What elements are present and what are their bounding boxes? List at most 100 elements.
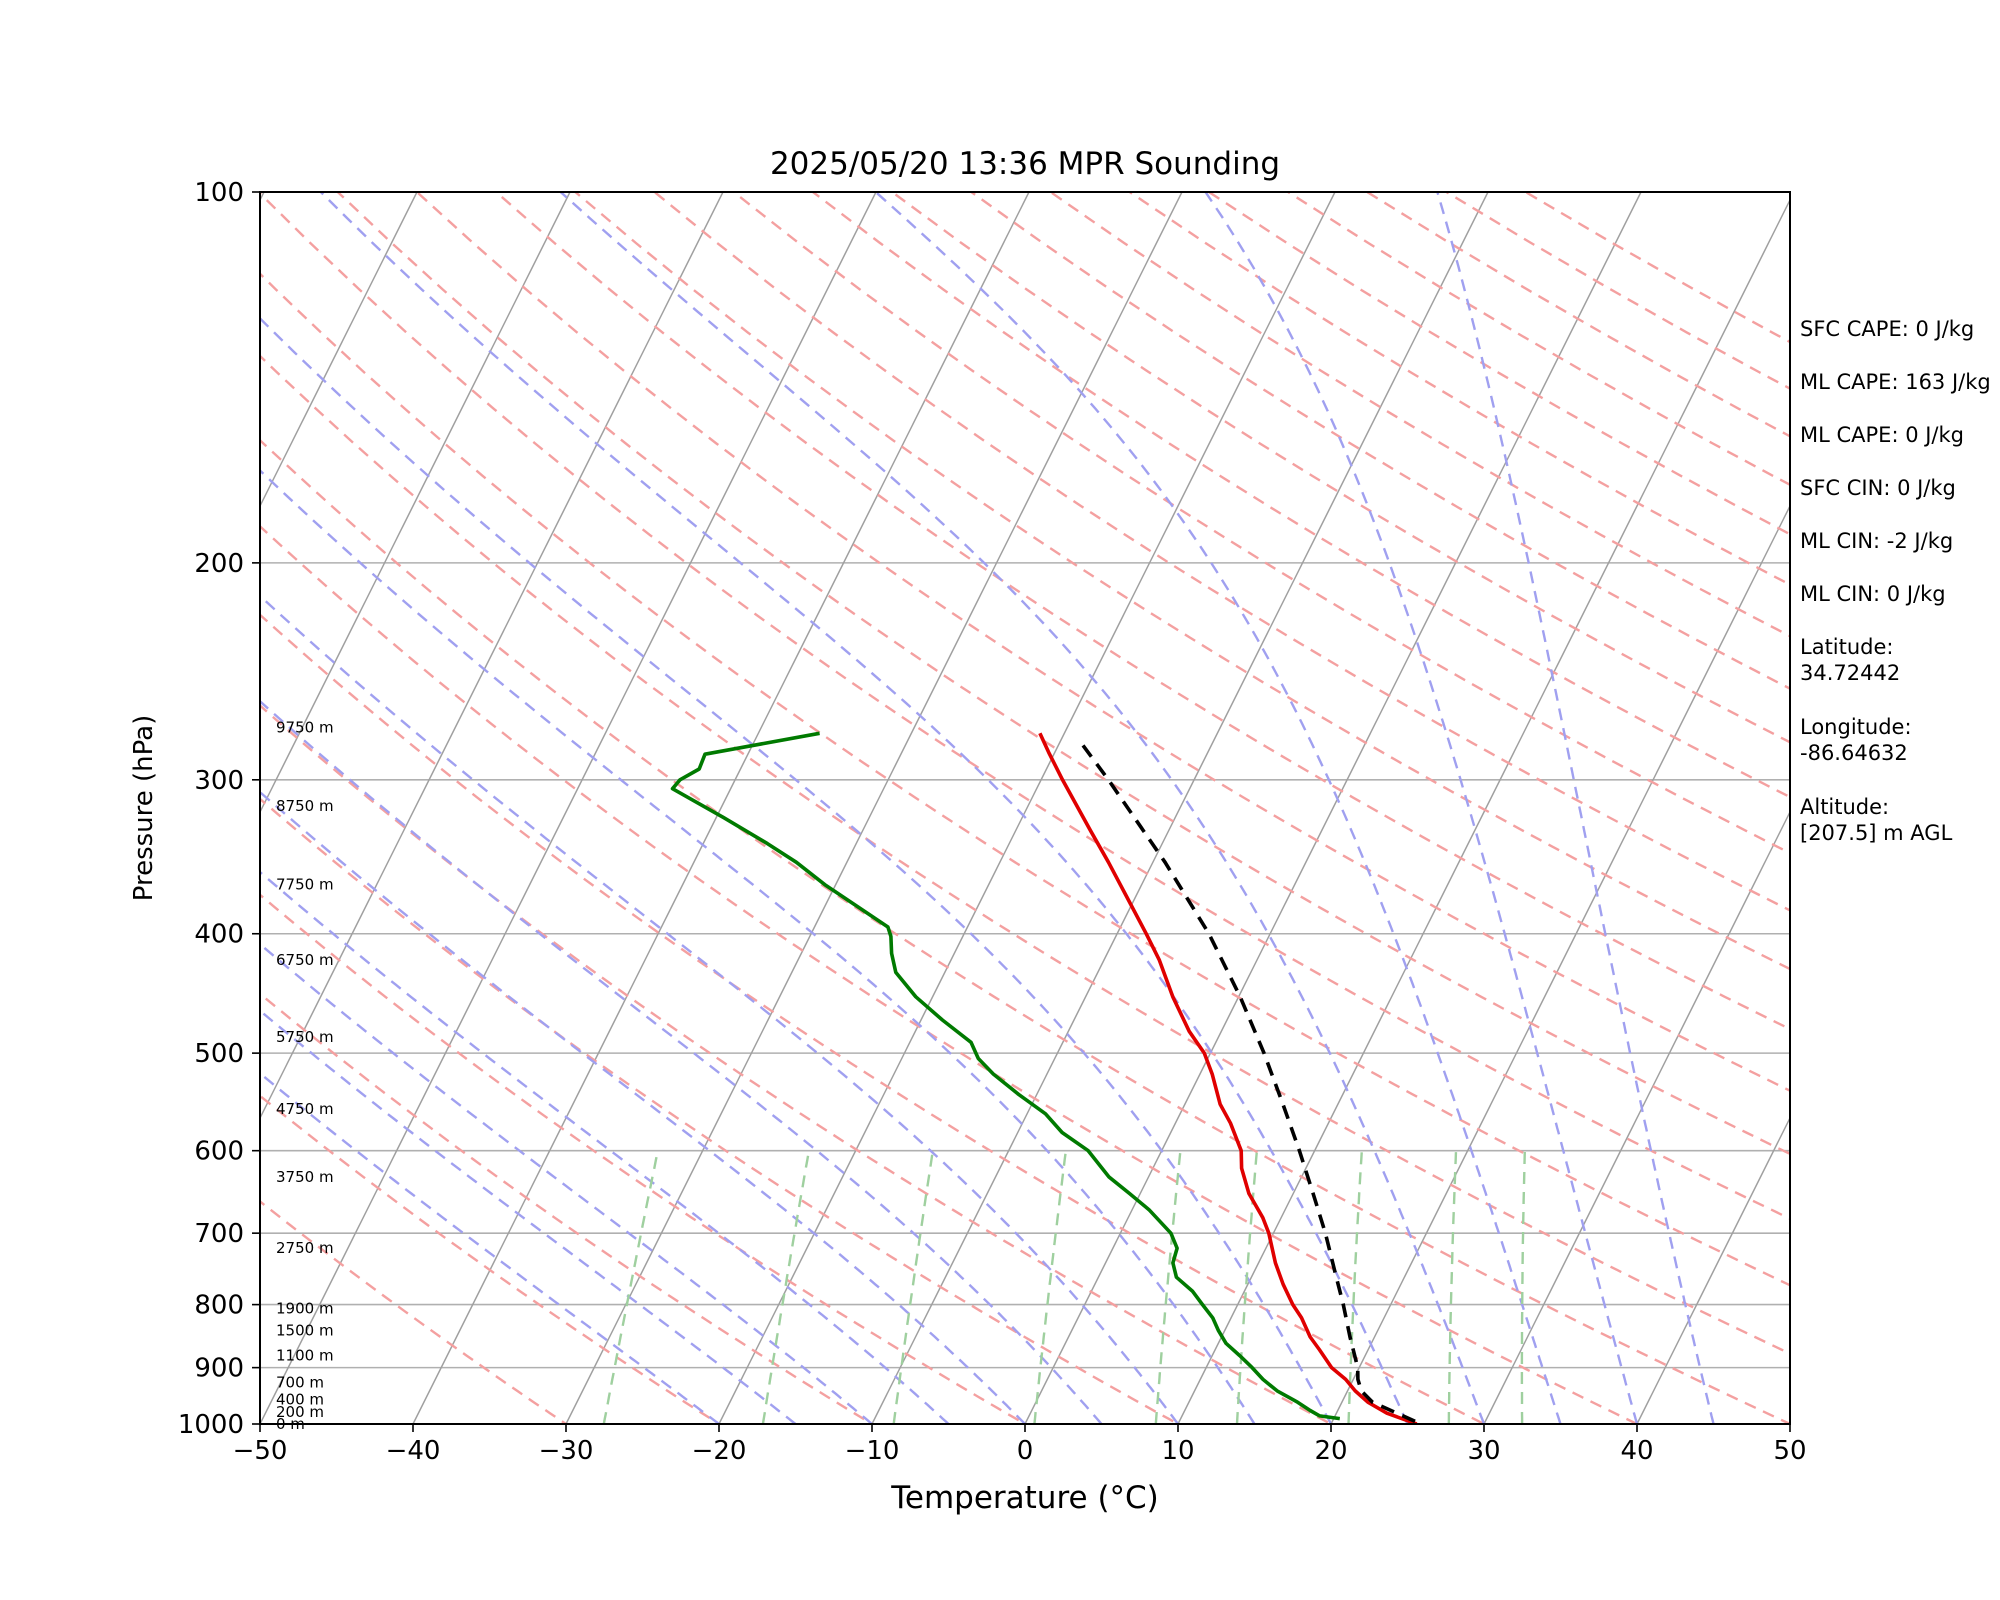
mixing-ratio-line (761, 1150, 811, 1424)
moist-adiabat-line (260, 316, 1333, 1424)
dry-adiabat-line (260, 1094, 722, 1424)
sfc-cape-text: SFC CAPE: 0 J/kg (1800, 317, 1975, 341)
moist-adiabat-line (260, 942, 873, 1424)
y-axis-label: Pressure (hPa) (129, 715, 159, 902)
ml-cape-text-2: ML CAPE: 0 J/kg (1800, 423, 1965, 447)
x-tick-label: −10 (845, 1436, 900, 1466)
moist-adiabat-line (874, 192, 1562, 1424)
y-tick-label: 700 (194, 1219, 244, 1249)
mixing-ratio-line (892, 1150, 934, 1424)
sfc-cin-text: SFC CIN: 0 J/kg (1800, 476, 1956, 500)
dry-adiabat-line (260, 1199, 569, 1424)
ml-cin-text-2: ML CIN: 0 J/kg (1800, 582, 1946, 606)
height-label: 9750 m (276, 718, 334, 736)
moist-adiabat-line (559, 192, 1486, 1424)
isotherm-line (260, 192, 418, 508)
mixing-ratio-line (1447, 1150, 1458, 1424)
y-tick-label: 200 (194, 549, 244, 579)
height-label: 700 m (276, 1373, 324, 1391)
y-tick-label: 100 (194, 178, 244, 208)
background-lines (0, 192, 1790, 1424)
height-label: 1100 m (276, 1347, 334, 1365)
height-label: 1900 m (276, 1300, 334, 1318)
longitude-text: Longitude: -86.64632 (1800, 715, 1912, 765)
height-label: 1500 m (276, 1322, 334, 1340)
latitude-text: Latitude: 34.72442 (1800, 635, 1901, 685)
y-tick-label: 500 (194, 1039, 244, 1069)
isotherm-line (871, 192, 1489, 1424)
moist-adiabat-line (260, 1071, 720, 1424)
moist-adiabat-line (260, 790, 1026, 1424)
altitude-text: Altitude: [207.5] m AGL (1800, 795, 1953, 845)
moist-adiabat-line (260, 870, 950, 1424)
y-tick-label: 400 (194, 920, 244, 950)
x-tick-label: 40 (1620, 1436, 1653, 1466)
height-label: 6750 m (276, 951, 334, 969)
moist-adiabat-line (260, 1009, 797, 1424)
x-tick-label: 30 (1467, 1436, 1500, 1466)
dry-adiabat-line (260, 893, 1028, 1424)
dry-adiabat-line (260, 797, 1181, 1424)
parcel-path (1076, 738, 1416, 1423)
y-tick-label: 900 (194, 1354, 244, 1384)
dry-adiabat-line (336, 192, 1790, 1156)
dry-adiabat-line (260, 438, 1790, 1424)
isotherm-line (412, 192, 1030, 1424)
moist-adiabat-line (260, 594, 1179, 1424)
x-tick-label: −30 (539, 1436, 594, 1466)
height-label: 3750 m (276, 1168, 334, 1186)
height-label: 200 m (276, 1403, 324, 1421)
y-tick-label: 1000 (178, 1410, 244, 1440)
x-tick-label: 20 (1314, 1436, 1347, 1466)
isotherm-line (1636, 1116, 1790, 1424)
height-label: 8750 m (276, 797, 334, 815)
mixing-ratio-line (1520, 1150, 1526, 1424)
isotherm-line (718, 192, 1336, 1424)
dry-adiabat-line (260, 524, 1640, 1424)
moist-adiabat-line (260, 468, 1256, 1424)
isotherm-line (1177, 198, 1790, 1424)
dry-adiabat-line (260, 192, 1790, 1221)
ml-cin-text: ML CIN: -2 J/kg (1800, 529, 1954, 553)
height-label: 2750 m (276, 1239, 334, 1257)
dry-adiabat-line (260, 354, 1790, 1355)
dry-adiabat-line (812, 192, 1790, 799)
isotherm-line (1024, 192, 1642, 1424)
dry-adiabat-line (260, 613, 1487, 1424)
sounding-profiles (670, 731, 1418, 1424)
y-tick-label: 800 (194, 1291, 244, 1321)
y-tick-label: 600 (194, 1137, 244, 1167)
temperature-profile (1038, 732, 1418, 1424)
ml-cape-text: ML CAPE: 163 J/kg (1800, 370, 1991, 394)
isotherm-line (260, 192, 571, 814)
x-tick-label: 0 (1017, 1436, 1034, 1466)
isotherm-line (260, 192, 724, 1120)
x-tick-label: −40 (386, 1436, 441, 1466)
isotherm-line (0, 192, 111, 1424)
x-tick-label: 50 (1773, 1436, 1806, 1466)
x-tick-label: −20 (692, 1436, 747, 1466)
height-label: 7750 m (276, 876, 334, 894)
y-tick-label: 300 (194, 766, 244, 796)
dry-adiabat-line (260, 703, 1334, 1424)
isotherm-line (1483, 810, 1790, 1424)
isotherm-line (260, 192, 877, 1424)
moist-adiabat-line (1436, 192, 1715, 1424)
x-tick-label: −50 (233, 1436, 288, 1466)
moist-adiabat-line (1204, 192, 1639, 1424)
mixing-ratio-line (1033, 1150, 1068, 1424)
mixing-ratio-line (602, 1150, 659, 1424)
x-tick-label: 10 (1161, 1436, 1194, 1466)
height-label: 400 m (276, 1390, 324, 1408)
dry-adiabat-line (574, 192, 1790, 971)
x-axis-label: Temperature (°C) (890, 1480, 1159, 1516)
height-label: 4750 m (276, 1100, 334, 1118)
moist-adiabat-line (260, 699, 1103, 1424)
moist-adiabat-line (319, 192, 1409, 1424)
dry-adiabat-line (416, 192, 1790, 1093)
height-label: 5750 m (276, 1028, 334, 1046)
isotherm-line (565, 192, 1183, 1424)
dewpoint-profile (670, 731, 1341, 1421)
